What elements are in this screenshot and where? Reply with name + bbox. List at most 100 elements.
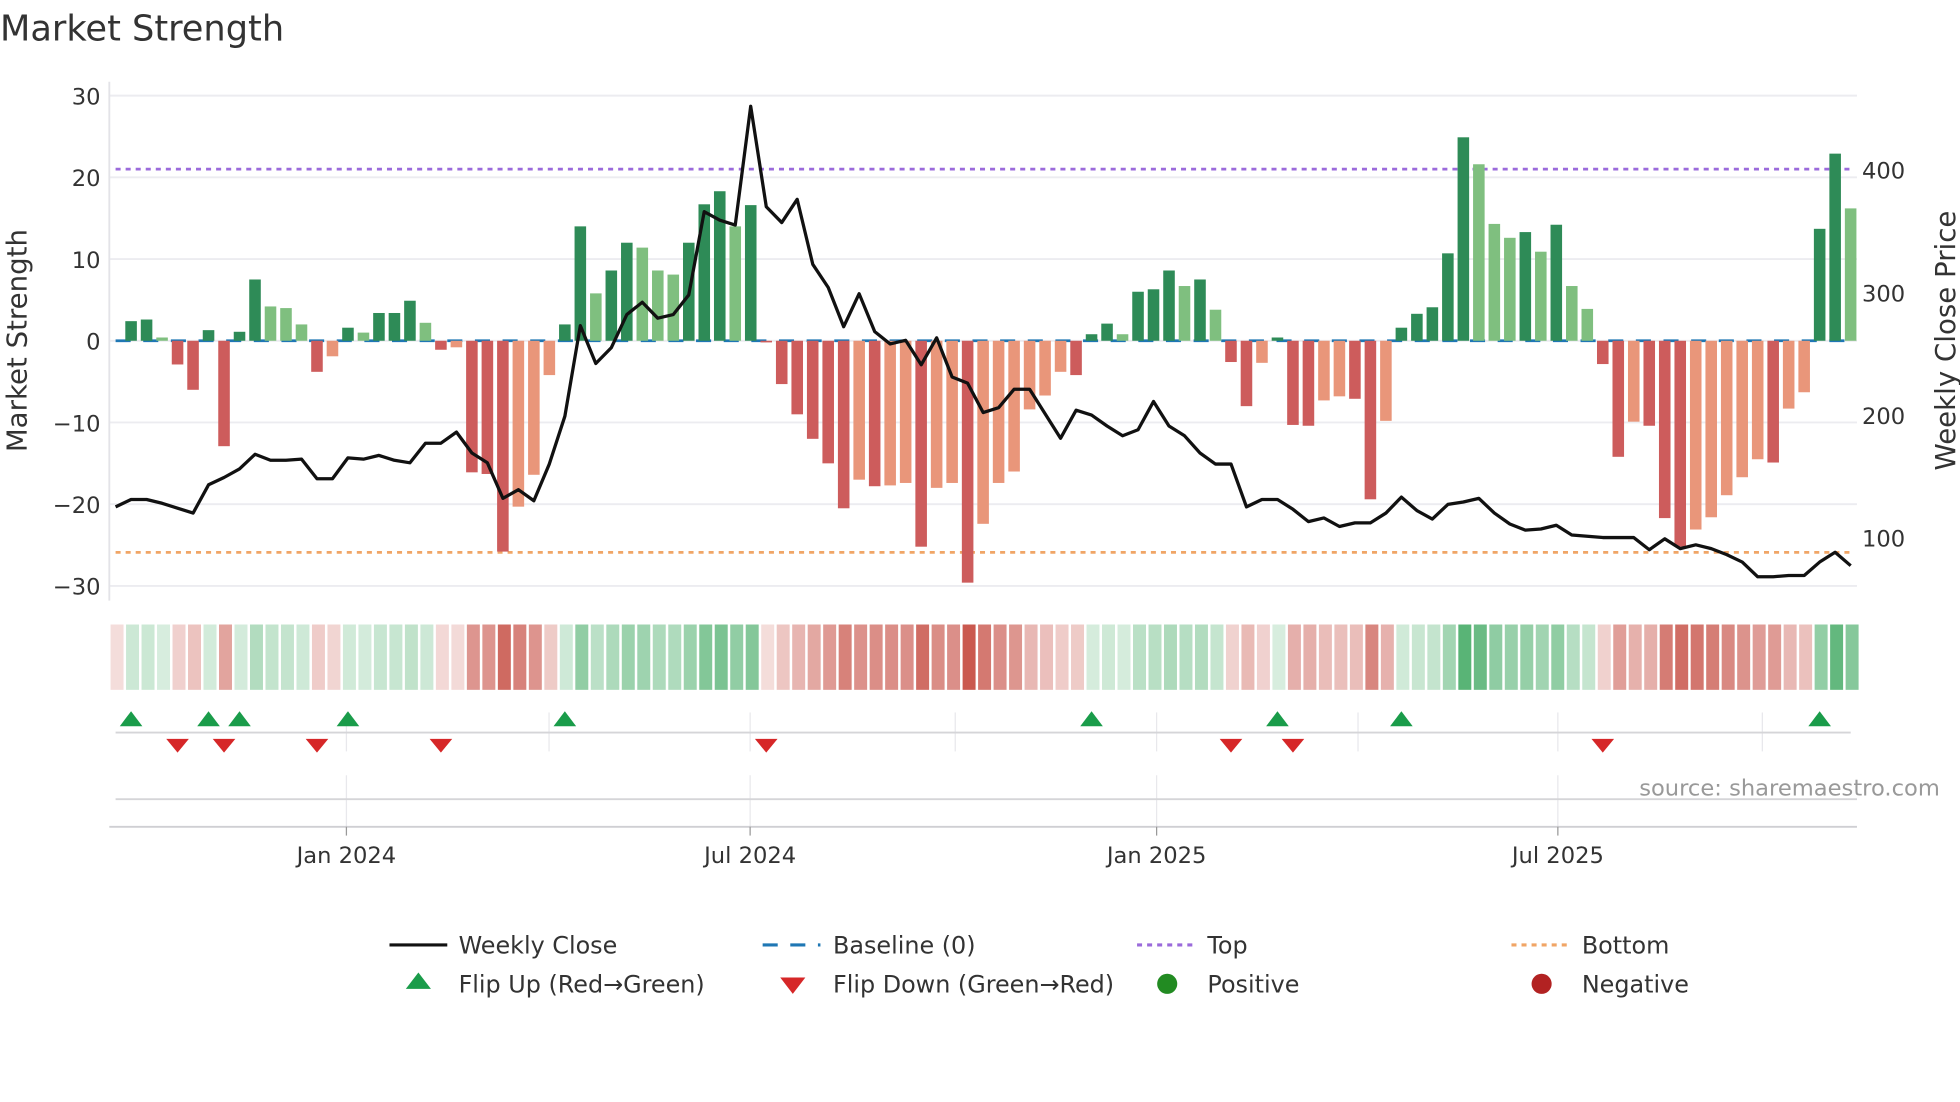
strength-bar — [326, 340, 339, 357]
heatmap-cell — [1675, 624, 1689, 690]
strength-bar — [1302, 340, 1315, 426]
legend-negative: Negative — [1582, 971, 1689, 999]
strength-bar — [1085, 334, 1098, 341]
strength-bar — [512, 340, 525, 507]
strength-bar — [915, 340, 927, 547]
heatmap-cell — [745, 624, 759, 690]
heatmap-cell — [1179, 624, 1193, 690]
strength-bar — [1519, 232, 1532, 341]
heatmap-cell — [1272, 624, 1286, 690]
heatmap-cell — [219, 624, 232, 690]
strength-bar — [404, 300, 416, 341]
strength-bar — [698, 204, 711, 341]
y2-tick-label: 400 — [1862, 159, 1905, 185]
strength-bar — [450, 340, 463, 348]
strength-bar — [853, 340, 865, 480]
strength-bar — [1240, 340, 1253, 407]
heatmap-cell — [1287, 624, 1301, 690]
strength-bar — [280, 308, 292, 341]
flip-down-triangle-icon — [166, 738, 189, 753]
strength-bar — [1674, 340, 1687, 547]
strength-bar — [1008, 340, 1020, 472]
heatmap-cell — [311, 624, 325, 690]
heatmap-cell — [807, 624, 821, 690]
heatmap-cell — [1830, 624, 1844, 690]
strength-bar — [357, 332, 370, 341]
negative-dot-icon — [1531, 973, 1552, 994]
heatmap-cell — [141, 624, 155, 690]
y-tick-label: 10 — [72, 248, 101, 274]
heatmap-cell — [296, 624, 310, 690]
heatmap-cell — [993, 624, 1007, 690]
heatmap-cell — [1752, 624, 1766, 690]
strength-bar — [388, 312, 401, 341]
strength-bar — [218, 340, 230, 447]
heatmap-cell — [1535, 624, 1549, 690]
strength-bar — [435, 340, 447, 350]
strength-bar — [1287, 340, 1299, 425]
strength-bar — [1720, 340, 1733, 496]
heatmap-cell — [931, 624, 945, 690]
heatmap-cell — [528, 624, 542, 690]
heatmap-cell — [544, 624, 558, 690]
strength-bar — [295, 324, 308, 341]
strength-bar — [1178, 286, 1191, 341]
flip-up-triangle-icon — [1266, 711, 1289, 727]
strength-bar — [1426, 307, 1439, 341]
strength-bar — [1767, 340, 1779, 463]
heatmap-cell — [466, 624, 480, 690]
heatmap-cell — [1799, 624, 1813, 690]
heatmap-cell — [1442, 624, 1456, 690]
y-tick-label: 0 — [86, 330, 100, 356]
heatmap-cell — [110, 624, 124, 690]
heatmap-cell — [482, 624, 496, 690]
strength-bar — [528, 340, 540, 475]
strength-bar — [1782, 340, 1795, 409]
source-label: source: sharemaestro.com — [1639, 775, 1940, 801]
chart-title: Market Strength — [0, 8, 284, 49]
legend-bottom: Bottom — [1582, 932, 1670, 960]
heatmap-cell — [792, 624, 806, 690]
heatmap-cell — [172, 624, 186, 690]
strength-bar — [140, 319, 153, 341]
heatmap-cell — [1473, 624, 1487, 690]
y-tick-label: 20 — [72, 166, 101, 192]
strength-heatmap-strip — [110, 624, 1859, 690]
strength-bar — [1101, 323, 1113, 341]
strength-bar — [1751, 340, 1764, 460]
flip-down-triangle-icon — [1219, 738, 1243, 753]
strength-bar — [125, 321, 137, 341]
strength-bar — [806, 340, 819, 439]
heatmap-cell — [1040, 624, 1054, 690]
flip-up-triangle-icon — [405, 972, 431, 989]
strength-bar — [837, 340, 850, 509]
heatmap-cell — [1597, 624, 1611, 690]
strength-bar — [171, 340, 184, 365]
strength-bar — [992, 340, 1005, 483]
strength-bar — [1844, 208, 1857, 341]
heatmap-cell — [1783, 624, 1797, 690]
strength-bar — [1566, 286, 1578, 341]
heatmap-cell — [823, 624, 837, 690]
heatmap-cell — [1458, 624, 1472, 690]
heatmap-cell — [838, 624, 852, 690]
x-tick-label: Jan 2025 — [1105, 843, 1207, 869]
flip-up-triangle-icon — [1080, 711, 1103, 727]
heatmap-cell — [621, 624, 635, 690]
strength-bar — [1612, 340, 1625, 457]
strength-bar — [667, 274, 680, 341]
heatmap-cell — [1334, 624, 1348, 690]
heatmap-cell — [1566, 624, 1580, 690]
strength-bar — [543, 340, 556, 376]
strength-bar — [1473, 164, 1485, 341]
strength-bar — [264, 306, 277, 341]
heatmap-cell — [1148, 624, 1162, 690]
heatmap-cell — [1009, 624, 1023, 690]
heatmap-cell — [1225, 624, 1239, 690]
heatmap-cell — [1318, 624, 1332, 690]
heatmap-cell — [1349, 624, 1363, 690]
heatmap-cell — [1721, 624, 1735, 690]
strength-bar — [961, 340, 974, 583]
strength-bar — [884, 340, 896, 486]
strength-bar — [419, 322, 432, 341]
